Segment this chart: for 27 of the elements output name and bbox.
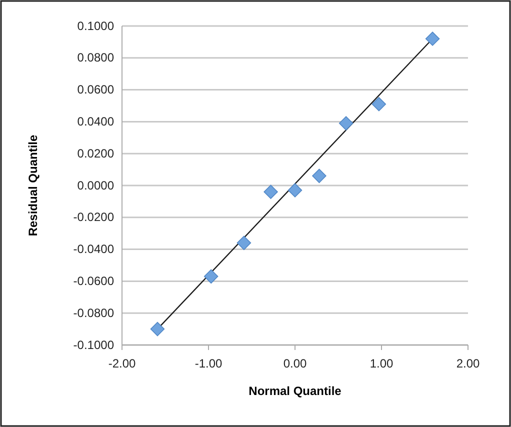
y-tick-label: 0.1000 xyxy=(77,18,114,33)
y-tick-label: 0.0600 xyxy=(77,82,114,97)
x-tick-label: 1.00 xyxy=(370,356,394,370)
y-tick-label: -0.0400 xyxy=(73,242,114,256)
x-tick-label: 2.00 xyxy=(456,356,480,370)
x-tick-label: -1.00 xyxy=(194,356,222,370)
point xyxy=(288,183,302,198)
x-tick-label: -2.00 xyxy=(108,356,136,370)
y-tick-label: -0.0600 xyxy=(73,274,114,288)
point xyxy=(312,168,326,184)
point xyxy=(425,32,440,46)
y-tick-label: 0.0200 xyxy=(77,146,114,160)
point xyxy=(204,269,218,284)
y-axis-title: Residual Quantile xyxy=(26,134,40,236)
point xyxy=(150,322,165,336)
point xyxy=(372,97,386,112)
point xyxy=(264,184,278,199)
x-axis-title: Normal Quantile xyxy=(248,384,342,398)
y-tick-label: 0.0800 xyxy=(77,50,114,65)
y-tick-label: -0.0800 xyxy=(73,306,114,320)
point xyxy=(236,236,252,250)
y-tick-label: -0.1000 xyxy=(73,338,114,352)
y-tick-label: -0.0200 xyxy=(73,210,114,224)
y-tick-label: 0.0400 xyxy=(77,114,114,129)
y-tick-label: 0.0000 xyxy=(77,178,114,192)
x-tick-label: 0.00 xyxy=(283,356,307,370)
point xyxy=(338,116,354,130)
